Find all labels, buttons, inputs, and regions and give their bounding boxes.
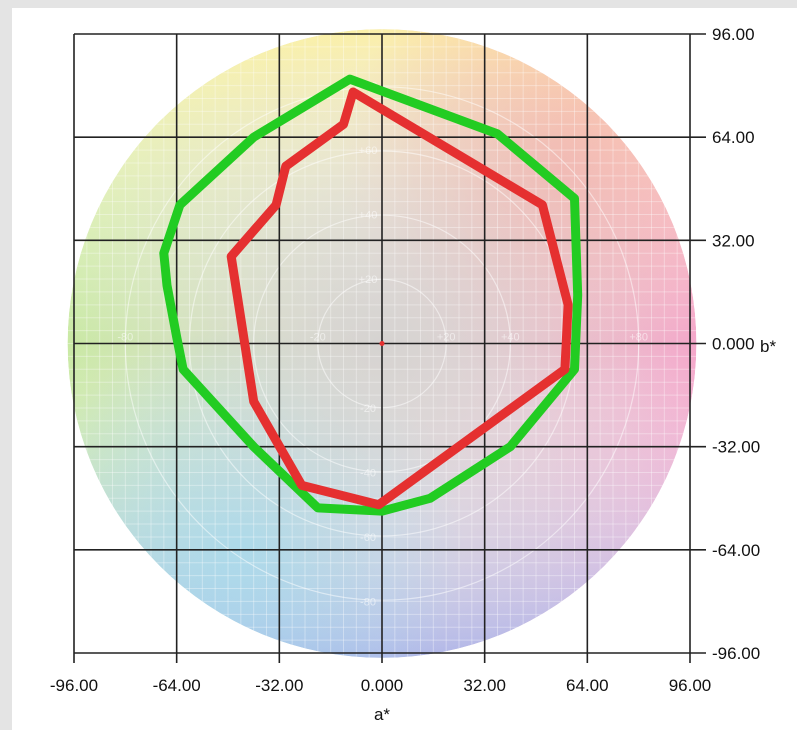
series-polygon-1 bbox=[159, 74, 583, 516]
y-tick-label: 0.000 bbox=[712, 335, 755, 354]
y-tick-label: -96.00 bbox=[712, 644, 760, 663]
wheel-a-label: -80 bbox=[117, 332, 133, 344]
y-tick-label: -32.00 bbox=[712, 438, 760, 457]
wheel-a-label: +80 bbox=[629, 332, 648, 344]
y-tick-label: 32.00 bbox=[712, 231, 755, 250]
y-axis-title: b* bbox=[760, 337, 776, 356]
x-axis-ticks: -96.00 -64.00 -32.00 0.000 32.00 64.00 96.00 bbox=[50, 676, 711, 695]
wheel-b-label: +20 bbox=[359, 274, 378, 286]
origin-marker bbox=[379, 341, 385, 346]
major-grid bbox=[73, 33, 706, 663]
x-tick-label: 32.00 bbox=[463, 676, 506, 695]
wheel-b-label: -80 bbox=[360, 596, 376, 608]
y-axis-ticks: 96.00 64.00 32.00 0.000 -32.00 -64.00 -96.00 bbox=[712, 25, 760, 663]
x-axis-title: a* bbox=[374, 705, 390, 724]
left-border bbox=[0, 0, 12, 730]
y-tick-label: 96.00 bbox=[712, 25, 755, 44]
wheel-a-label: -20 bbox=[310, 332, 326, 344]
series-layer bbox=[159, 74, 583, 516]
wheel-scale-labels: -80 -20 +20 +40 +80+80+60+40+20-20-40-60-80 bbox=[117, 81, 648, 609]
x-tick-label: 64.00 bbox=[566, 676, 609, 695]
wheel-a-label: +20 bbox=[437, 332, 456, 344]
x-tick-label: 0.000 bbox=[361, 676, 404, 695]
x-tick-label: 96.00 bbox=[669, 676, 712, 695]
x-tick-label: -64.00 bbox=[153, 676, 201, 695]
y-tick-label: 64.00 bbox=[712, 128, 755, 147]
series-polygon-2 bbox=[226, 87, 573, 510]
x-tick-label: -96.00 bbox=[50, 676, 98, 695]
wheel-b-label: +60 bbox=[359, 145, 378, 157]
wheel-a-label: +40 bbox=[501, 332, 520, 344]
wheel-b-label: -40 bbox=[360, 467, 376, 479]
origin-dot bbox=[379, 341, 385, 346]
wheel-b-label: +40 bbox=[359, 210, 378, 222]
top-border bbox=[0, 0, 797, 8]
y-tick-label: -64.00 bbox=[712, 541, 760, 560]
wheel-b-label: -20 bbox=[360, 403, 376, 415]
x-tick-label: -32.00 bbox=[255, 676, 303, 695]
wheel-b-label: -60 bbox=[360, 532, 376, 544]
